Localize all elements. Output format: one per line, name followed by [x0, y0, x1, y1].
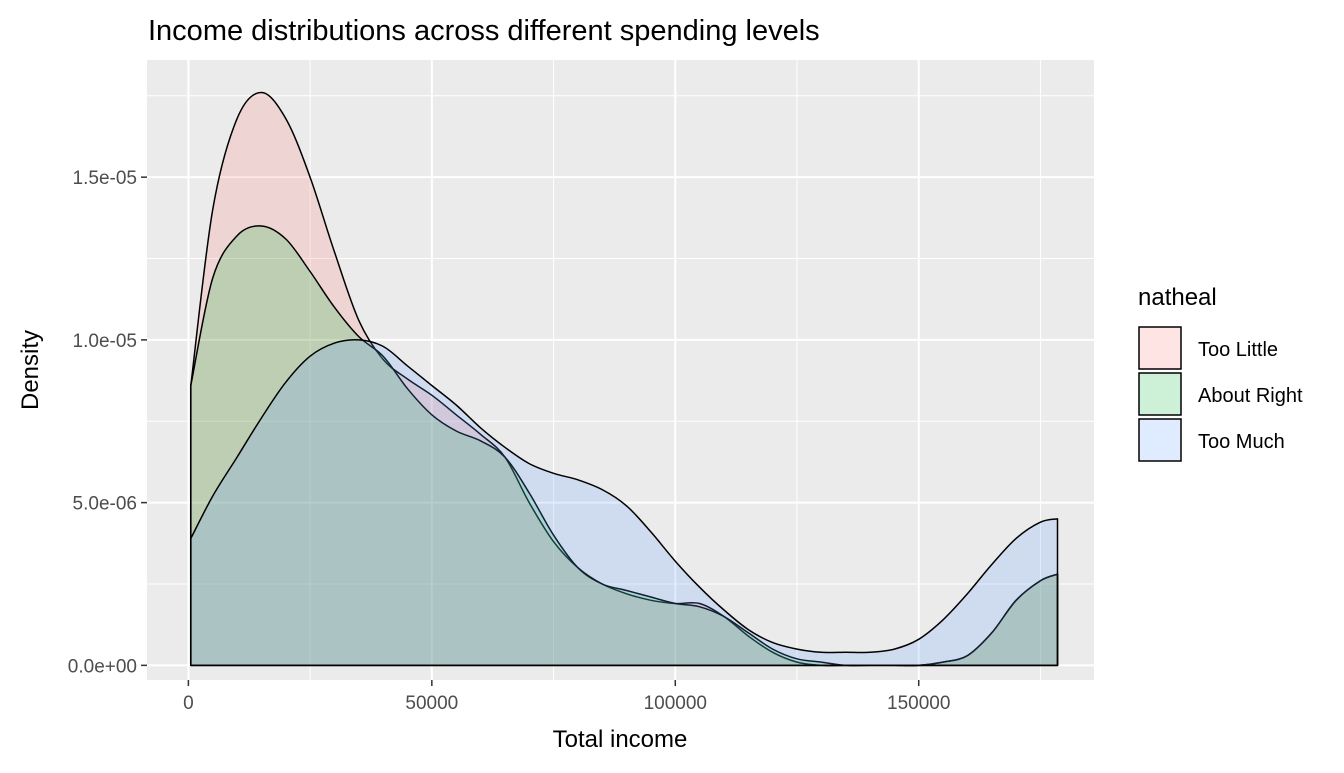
chart-title: Income distributions across different sp…	[148, 15, 820, 47]
legend-key-bg-too-little	[1138, 326, 1182, 370]
x-axis: 0 50000 100000 150000	[183, 680, 950, 714]
legend-key-about-right	[1138, 372, 1182, 416]
x-tick-label: 0	[183, 693, 194, 714]
y-tick-label: 1.0e-05	[73, 331, 137, 352]
minor-gridlines	[147, 60, 1094, 680]
legend-key-bg-too-much	[1138, 418, 1182, 462]
y-axis: 0.0e+00 5.0e-06 1.0e-05 1.5e-05	[68, 168, 147, 677]
legend: natheal Too Little About Right Too Much	[1138, 284, 1303, 462]
legend-label-about-right: About Right	[1198, 385, 1303, 407]
legend-key-bg-about-right	[1138, 372, 1182, 416]
legend-label-too-little: Too Little	[1198, 339, 1278, 361]
x-tick-label: 150000	[887, 693, 950, 714]
y-tick-label: 1.5e-05	[73, 168, 137, 189]
major-gridlines	[147, 60, 1094, 680]
legend-title: natheal	[1138, 284, 1217, 311]
x-tick-label: 50000	[405, 693, 458, 714]
density-area-too-much	[190, 339, 1059, 667]
density-areas	[190, 91, 1059, 667]
legend-label-too-much: Too Much	[1198, 431, 1285, 453]
legend-key-too-little	[1138, 326, 1182, 370]
x-axis-label: Total income	[553, 726, 688, 753]
legend-key-too-much	[1138, 418, 1182, 462]
x-tick-label: 100000	[644, 693, 707, 714]
y-tick-label: 5.0e-06	[73, 494, 137, 515]
y-axis-label: Density	[17, 330, 44, 410]
y-tick-label: 0.0e+00	[68, 656, 137, 677]
